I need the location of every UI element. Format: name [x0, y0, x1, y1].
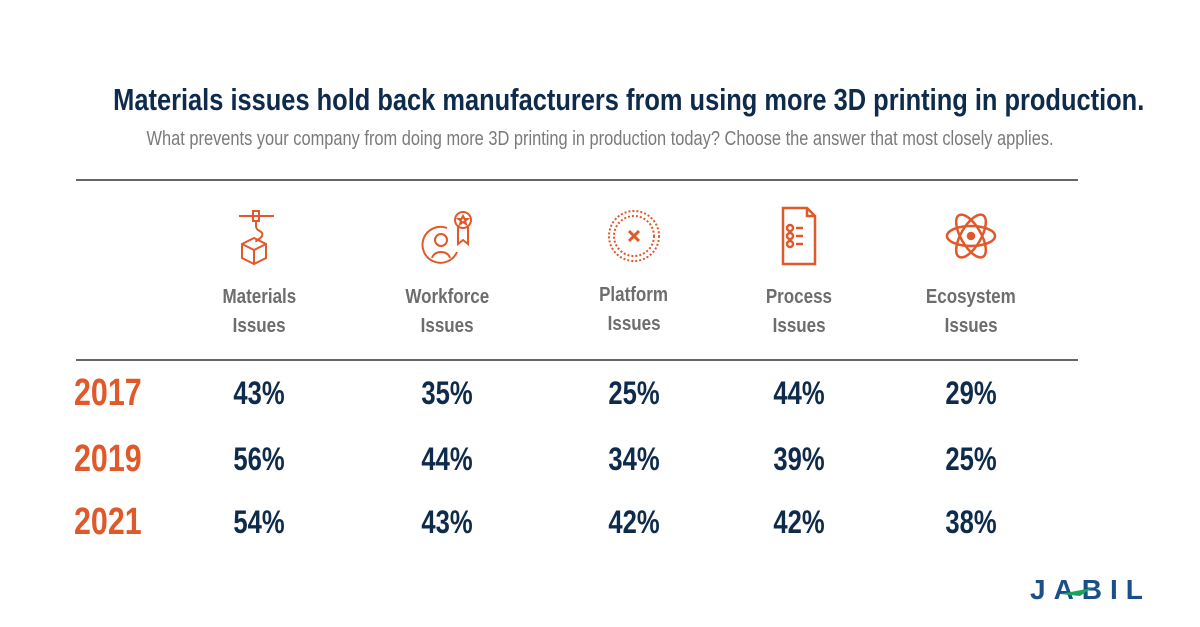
column-materials: Materials Issues	[174, 206, 344, 341]
value-text: 43%	[233, 375, 285, 411]
year-label: 2021	[74, 501, 159, 544]
page-title: Materials issues hold back manufacturers…	[0, 82, 1200, 118]
column-label: Issues	[420, 315, 474, 337]
value-cell: 38%	[886, 504, 1056, 541]
column-process: Process Issues	[714, 206, 884, 341]
value-cell: 39%	[714, 441, 884, 478]
value-text: 42%	[608, 504, 660, 540]
value-cell: 34%	[549, 441, 719, 478]
value-text: 34%	[608, 441, 660, 477]
column-label: Ecosystem	[926, 286, 1016, 308]
value-cell: 54%	[174, 504, 344, 541]
dotted-circle-x-icon	[608, 210, 660, 262]
subtitle-text: What prevents your company from doing mo…	[146, 128, 1054, 150]
value-cell: 42%	[714, 504, 884, 541]
value-cell: 29%	[886, 375, 1056, 412]
value-text: 44%	[421, 441, 473, 477]
value-cell: 43%	[174, 375, 344, 412]
jabil-logo: JABIL	[1030, 574, 1151, 604]
page-subtitle: What prevents your company from doing mo…	[0, 128, 1200, 151]
atom-icon	[945, 213, 997, 259]
value-cell: 44%	[362, 441, 532, 478]
svg-text:JABIL: JABIL	[1030, 574, 1151, 604]
top-divider	[76, 179, 1078, 181]
value-text: 42%	[773, 504, 825, 540]
column-label: Issues	[772, 315, 826, 337]
title-text: Materials issues hold back manufacturers…	[113, 82, 1145, 117]
value-text: 25%	[608, 375, 660, 411]
year-text: 2021	[74, 501, 142, 543]
year-text: 2017	[74, 372, 142, 414]
value-text: 35%	[421, 375, 473, 411]
column-label: Issues	[232, 315, 286, 337]
value-cell: 42%	[549, 504, 719, 541]
person-award-icon	[421, 211, 472, 264]
value-text: 43%	[421, 504, 473, 540]
column-label: Issues	[944, 315, 998, 337]
column-label: Process	[765, 286, 833, 308]
column-platform: Platform Issues	[549, 204, 719, 339]
value-text: 29%	[945, 375, 997, 411]
column-workforce: Workforce Issues	[362, 206, 532, 341]
value-cell: 56%	[174, 441, 344, 478]
value-text: 54%	[233, 504, 285, 540]
value-cell: 25%	[886, 441, 1056, 478]
year-text: 2019	[74, 438, 142, 480]
year-label: 2019	[74, 438, 159, 481]
value-cell: 43%	[362, 504, 532, 541]
header-divider	[76, 359, 1078, 361]
value-text: 38%	[945, 504, 997, 540]
year-label: 2017	[74, 372, 159, 415]
value-cell: 25%	[549, 375, 719, 412]
checklist-document-icon	[781, 206, 817, 266]
value-text: 39%	[773, 441, 825, 477]
column-label: Platform	[599, 284, 669, 306]
value-cell: 35%	[362, 375, 532, 412]
column-ecosystem: Ecosystem Issues	[886, 206, 1056, 341]
value-text: 56%	[233, 441, 285, 477]
column-label: Materials	[222, 286, 296, 308]
column-label: Issues	[607, 313, 661, 335]
column-label: Workforce	[405, 286, 489, 308]
value-cell: 44%	[714, 375, 884, 412]
value-text: 25%	[945, 441, 997, 477]
3d-printer-cube-icon	[239, 210, 274, 266]
value-text: 44%	[773, 375, 825, 411]
